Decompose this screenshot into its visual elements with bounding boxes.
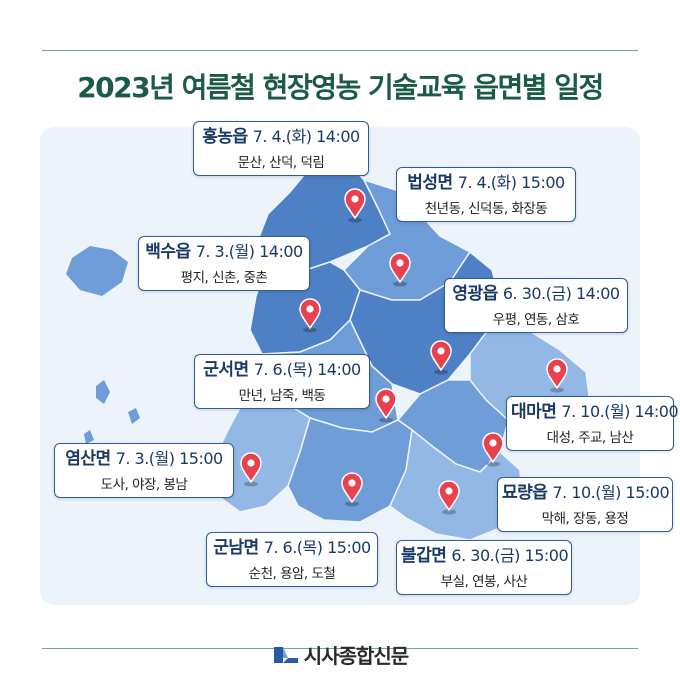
island-shape (66, 246, 128, 296)
village-list: 막해, 장동, 용정 (541, 511, 629, 527)
village-list: 천년동, 신덕동, 화장동 (424, 201, 548, 217)
village-list: 만년, 남죽, 백동 (238, 388, 326, 404)
village-list: 대성, 주교, 남산 (546, 430, 634, 446)
schedule-time: 15:00 (524, 546, 569, 565)
schedule-time: 14:00 (316, 127, 360, 146)
village-list: 우평, 연동, 삼호 (492, 312, 580, 328)
schedule-date: 7. 3.(월) (195, 242, 255, 261)
schedule-time: 15:00 (327, 538, 371, 557)
schedule-label-yeonggwang: 영광읍 6. 30.(금) 14:00 우평, 연동, 삼호 (444, 278, 628, 333)
schedule-date: 7. 3.(월) (115, 449, 175, 468)
map-pin-icon (344, 188, 366, 223)
islet-shape (96, 380, 110, 404)
map-pin-icon (375, 388, 397, 423)
schedule-time: 15:00 (521, 173, 565, 192)
schedule-label-daema: 대마면 7. 10.(월) 14:00 대성, 주교, 남산 (506, 396, 679, 451)
village-list: 순천, 용암, 도철 (248, 566, 336, 582)
schedule-label-beopseong: 법성면 7. 4.(화) 15:00 천년동, 신덕동, 화장동 (396, 167, 576, 222)
footer: 시사종합신문 (0, 640, 680, 669)
location-name: 홍농읍 (202, 127, 248, 147)
islet-shape (128, 408, 140, 424)
schedule-label-baeksu: 백수읍 7. 3.(월) 14:00 평지, 신촌, 중촌 (138, 236, 310, 291)
schedule-label-gunseo: 군서면 7. 6.(목) 14:00 만년, 남죽, 백동 (194, 354, 370, 409)
newspaper-logo-icon (273, 646, 298, 663)
schedule-date: 6. 30.(금) (502, 284, 572, 303)
schedule-label-hongnong: 홍농읍 7. 4.(화) 14:00 문산, 산덕, 덕림 (193, 121, 369, 176)
location-name: 백수읍 (145, 242, 191, 262)
schedule-date: 7. 6.(목) (263, 538, 323, 557)
schedule-date: 7. 4.(화) (252, 127, 312, 146)
schedule-time: 14:00 (259, 242, 303, 261)
schedule-date: 6. 30.(금) (451, 546, 520, 565)
map-pin-icon (299, 298, 321, 333)
map-pin-icon (482, 432, 504, 467)
map-pin-icon (389, 252, 411, 287)
map-pin-icon (240, 452, 262, 487)
schedule-time: 14:00 (634, 402, 679, 421)
location-name: 염산면 (65, 449, 111, 469)
village-list: 도사, 야장, 봉남 (100, 477, 188, 493)
region-yeomsan (211, 389, 311, 513)
schedule-date: 7. 4.(화) (457, 173, 517, 192)
location-name: 군남면 (213, 538, 259, 558)
schedule-label-gunnam: 군남면 7. 6.(목) 15:00 순천, 용암, 도철 (206, 532, 378, 587)
brand-name: 시사종합신문 (303, 644, 409, 668)
village-list: 부실, 연봉, 사산 (440, 574, 528, 590)
location-name: 불갑면 (401, 546, 447, 566)
location-name: 군서면 (203, 360, 249, 380)
schedule-label-myoryang: 묘량읍 7. 10.(월) 15:00 막해, 장동, 용정 (497, 477, 673, 532)
schedule-time: 14:00 (317, 360, 361, 379)
location-name: 묘량읍 (502, 483, 548, 503)
schedule-time: 15:00 (179, 449, 223, 468)
top-divider (42, 50, 638, 51)
bottom-divider (42, 648, 638, 649)
schedule-date: 7. 10.(월) (561, 402, 630, 421)
schedule-time: 15:00 (625, 483, 670, 502)
map-pin-icon (430, 340, 452, 375)
schedule-label-bulgap: 불갑면 6. 30.(금) 15:00 부실, 연봉, 사산 (396, 540, 572, 595)
map-pin-icon (341, 472, 363, 507)
village-list: 문산, 산덕, 덕림 (237, 155, 325, 171)
map-pin-icon (438, 480, 460, 515)
village-list: 평지, 신촌, 중촌 (180, 270, 268, 286)
schedule-time: 14:00 (575, 284, 620, 303)
location-name: 대마면 (511, 402, 557, 422)
schedule-label-yeomsan: 염산면 7. 3.(월) 15:00 도사, 야장, 봉남 (54, 443, 234, 498)
islet-shape (84, 430, 94, 444)
map-pin-icon (546, 358, 568, 393)
location-name: 영광읍 (452, 284, 498, 304)
schedule-date: 7. 6.(목) (253, 360, 313, 379)
page-title: 2023년 여름철 현장영농 기술교육 읍면별 일정 (77, 71, 604, 104)
location-name: 법성면 (407, 173, 453, 193)
schedule-date: 7. 10.(월) (552, 483, 621, 502)
